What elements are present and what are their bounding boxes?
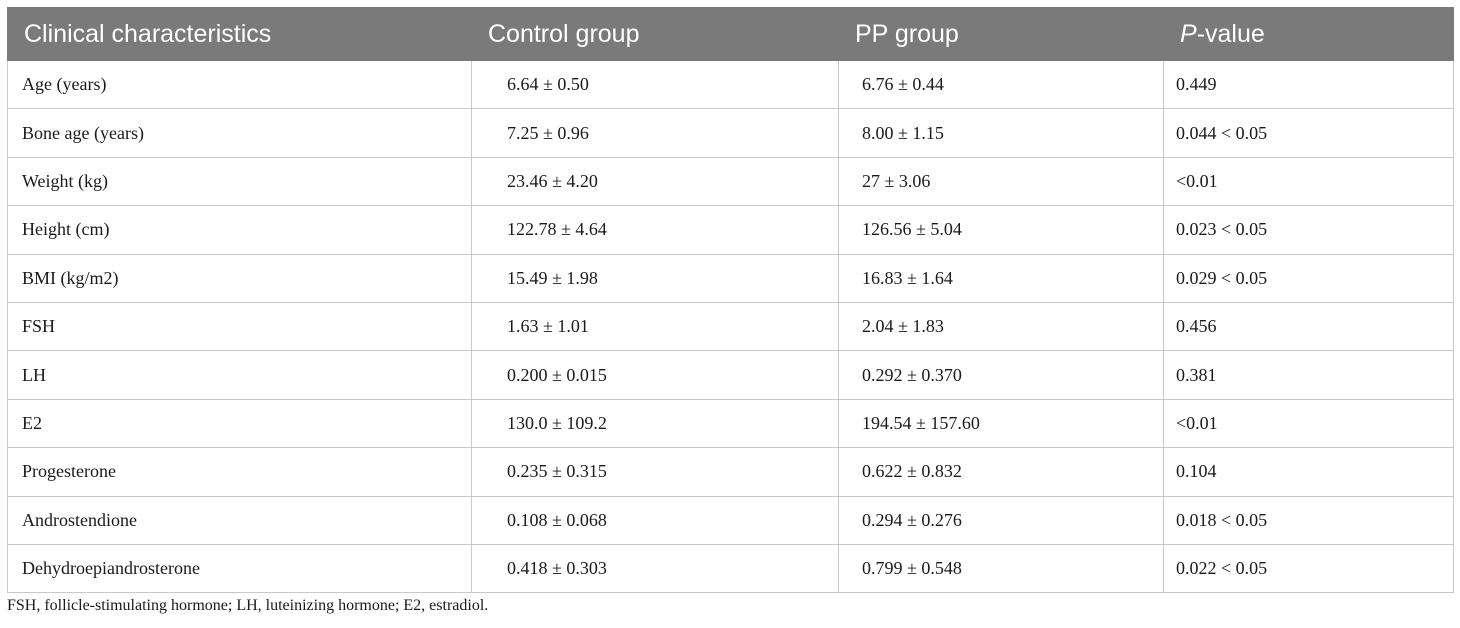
p-value: <0.01	[1163, 398, 1454, 449]
row-label: Androstendione	[7, 495, 472, 545]
pp-group-value: 16.83 ± 1.64	[838, 253, 1164, 303]
row-label: Weight (kg)	[7, 156, 472, 207]
pp-group-value: 0.622 ± 0.832	[838, 447, 1164, 497]
table-row: Height (cm) 122.78 ± 4.64 126.56 ± 5.04 0.0…	[7, 205, 1454, 255]
table-row: LH 0.200 ± 0.015 0.292 ± 0.370 0.381	[7, 350, 1454, 400]
p-value: 0.029 < 0.05	[1163, 253, 1454, 303]
row-label: BMI (kg/m2)	[7, 253, 472, 303]
row-label: Progesterone	[7, 447, 472, 497]
p-value: 0.022 < 0.05	[1163, 543, 1454, 594]
header-row: Clinical characteristics Control group P…	[7, 7, 1454, 61]
header-p-value: P-value	[1163, 7, 1454, 61]
pp-group-value: 194.54 ± 157.60	[838, 398, 1164, 449]
control-group-value: 130.0 ± 109.2	[471, 398, 839, 449]
table-row: Bone age (years) 7.25 ± 0.96 8.00 ± 1.15 0.…	[7, 108, 1454, 158]
pp-group-value: 27 ± 3.06	[838, 156, 1164, 207]
p-value: 0.018 < 0.05	[1163, 495, 1454, 545]
table-row: Dehydroepiandrosterone 0.418 ± 0.303 0.799…	[7, 543, 1454, 594]
table-row: Weight (kg) 23.46 ± 4.20 27 ± 3.06 <0.01	[7, 156, 1454, 207]
table-header: Clinical characteristics Control group P…	[7, 7, 1454, 61]
control-group-value: 23.46 ± 4.20	[471, 156, 839, 207]
row-label: FSH	[7, 301, 472, 352]
row-label: Height (cm)	[7, 205, 472, 255]
header-control-group: Control group	[471, 7, 839, 61]
row-label: E2	[7, 398, 472, 449]
pp-group-value: 0.799 ± 0.548	[838, 543, 1164, 594]
p-value: 0.456	[1163, 301, 1454, 352]
row-label: Age (years)	[7, 59, 472, 110]
header-clinical-characteristics: Clinical characteristics	[7, 7, 472, 61]
pp-group-value: 0.292 ± 0.370	[838, 350, 1164, 400]
table-body: Age (years) 6.64 ± 0.50 6.76 ± 0.44 0.449 Bo…	[7, 59, 1454, 594]
row-label: Dehydroepiandrosterone	[7, 543, 472, 594]
p-value: 0.449	[1163, 59, 1454, 110]
header-p-suffix: -value	[1196, 19, 1265, 48]
table-row: Age (years) 6.64 ± 0.50 6.76 ± 0.44 0.449	[7, 59, 1454, 110]
pp-group-value: 0.294 ± 0.276	[838, 495, 1164, 545]
row-label: Bone age (years)	[7, 108, 472, 158]
header-p-italic: P	[1180, 19, 1197, 48]
control-group-value: 0.200 ± 0.015	[471, 350, 839, 400]
row-label: LH	[7, 350, 472, 400]
control-group-value: 1.63 ± 1.01	[471, 301, 839, 352]
pp-group-value: 6.76 ± 0.44	[838, 59, 1164, 110]
p-value: 0.044 < 0.05	[1163, 108, 1454, 158]
table-row: Androstendione 0.108 ± 0.068 0.294 ± 0.276…	[7, 495, 1454, 545]
pp-group-value: 126.56 ± 5.04	[838, 205, 1164, 255]
control-group-value: 6.64 ± 0.50	[471, 59, 839, 110]
pp-group-value: 8.00 ± 1.15	[838, 108, 1164, 158]
control-group-value: 0.108 ± 0.068	[471, 495, 839, 545]
table-row: BMI (kg/m2) 15.49 ± 1.98 16.83 ± 1.64 0.029…	[7, 253, 1454, 303]
clinical-characteristics-table: Clinical characteristics Control group P…	[7, 7, 1454, 594]
control-group-value: 15.49 ± 1.98	[471, 253, 839, 303]
table-footnote: FSH, follicle-stimulating hormone; LH, l…	[7, 597, 489, 614]
clinical-characteristics-table-wrapper: Clinical characteristics Control group P…	[7, 7, 1454, 594]
pp-group-value: 2.04 ± 1.83	[838, 301, 1164, 352]
control-group-value: 7.25 ± 0.96	[471, 108, 839, 158]
control-group-value: 0.235 ± 0.315	[471, 447, 839, 497]
table-row: Progesterone 0.235 ± 0.315 0.622 ± 0.832 0.…	[7, 447, 1454, 497]
p-value: <0.01	[1163, 156, 1454, 207]
table-row: E2 130.0 ± 109.2 194.54 ± 157.60 <0.01	[7, 398, 1454, 449]
p-value: 0.381	[1163, 350, 1454, 400]
p-value: 0.023 < 0.05	[1163, 205, 1454, 255]
table-row: FSH 1.63 ± 1.01 2.04 ± 1.83 0.456	[7, 301, 1454, 352]
control-group-value: 122.78 ± 4.64	[471, 205, 839, 255]
control-group-value: 0.418 ± 0.303	[471, 543, 839, 594]
p-value: 0.104	[1163, 447, 1454, 497]
header-pp-group: PP group	[838, 7, 1164, 61]
